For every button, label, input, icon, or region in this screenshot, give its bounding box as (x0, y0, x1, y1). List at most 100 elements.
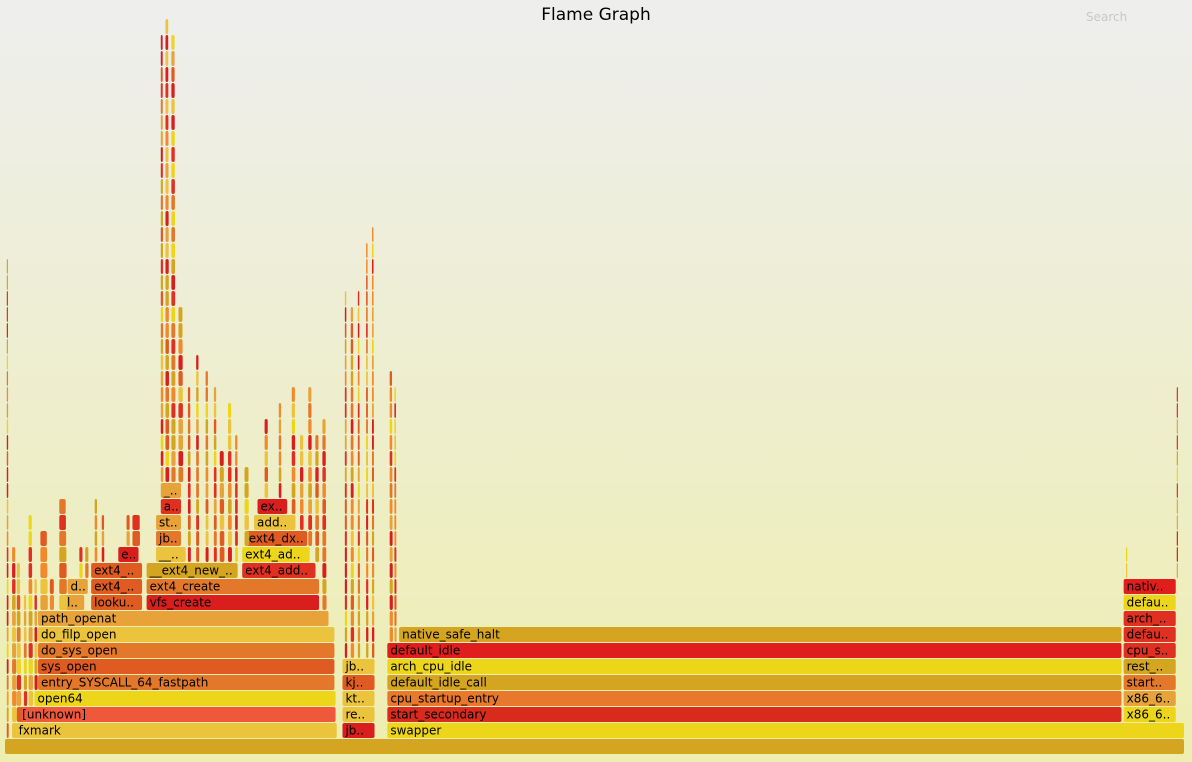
flame-frame-unlabeled[interactable] (160, 355, 164, 370)
flame-frame-unlabeled[interactable] (371, 483, 374, 498)
flame-frame-unlabeled[interactable] (160, 275, 164, 290)
flame-frame-unlabeled[interactable] (291, 403, 295, 418)
flame-frame-unlabeled[interactable] (1176, 563, 1178, 578)
flame-frame-unlabeled[interactable] (6, 403, 9, 418)
flame-frame-unlabeled[interactable] (264, 419, 268, 434)
flame-frame-unlabeled[interactable] (366, 307, 368, 322)
flame-frame-unlabeled[interactable] (28, 643, 33, 658)
flame-frame-unlabeled[interactable] (171, 243, 176, 258)
flame-frame-unlabeled[interactable] (278, 451, 282, 466)
flame-frame-unlabeled[interactable] (350, 435, 354, 450)
flame-frame-unlabeled[interactable] (28, 563, 33, 578)
flame-frame[interactable]: add.. (253, 515, 296, 530)
flame-frame-unlabeled[interactable] (315, 547, 320, 562)
flame-frame-rect[interactable] (146, 563, 238, 578)
flame-frame-unlabeled[interactable] (371, 435, 374, 450)
flame-frame-unlabeled[interactable] (12, 659, 17, 674)
flame-frame-unlabeled[interactable] (171, 147, 175, 162)
flame-frame-unlabeled[interactable] (165, 355, 169, 370)
flame-frame-unlabeled[interactable] (79, 547, 83, 562)
flame-frame-unlabeled[interactable] (171, 211, 175, 226)
flame-frame-unlabeled[interactable] (1126, 563, 1128, 578)
flame-frame-unlabeled[interactable] (371, 563, 375, 578)
flame-frame-unlabeled[interactable] (6, 643, 9, 658)
flame-frame-unlabeled[interactable] (366, 467, 369, 482)
flame-frame-unlabeled[interactable] (6, 291, 8, 306)
flame-frame-unlabeled[interactable] (28, 531, 32, 546)
flame-frame-unlabeled[interactable] (196, 547, 200, 562)
flame-frame-unlabeled[interactable] (160, 323, 164, 338)
flame-frame-unlabeled[interactable] (79, 563, 83, 578)
flame-frame-unlabeled[interactable] (165, 275, 169, 290)
flame-frame-rect[interactable] (257, 499, 288, 514)
flame-frame-unlabeled[interactable] (160, 51, 163, 66)
flame-frame-unlabeled[interactable] (291, 435, 296, 450)
flame-frame-unlabeled[interactable] (389, 419, 393, 434)
flame-frame-unlabeled[interactable] (344, 483, 347, 498)
flame-frame-rect[interactable] (1123, 579, 1176, 594)
flame-frame-unlabeled[interactable] (350, 611, 355, 626)
flame-frame[interactable]: defau.. (1123, 595, 1176, 610)
flame-frame-rect[interactable] (1123, 707, 1176, 722)
flame-frame-unlabeled[interactable] (350, 595, 354, 610)
flame-frame[interactable]: a.. (160, 499, 181, 514)
flame-frame-unlabeled[interactable] (394, 467, 397, 482)
flame-frame-unlabeled[interactable] (350, 499, 354, 514)
flame-frame-unlabeled[interactable] (235, 451, 238, 466)
flame-frame-unlabeled[interactable] (187, 467, 191, 482)
flame-frame-unlabeled[interactable] (178, 307, 183, 322)
flame-frame-unlabeled[interactable] (308, 483, 312, 498)
flame-frame-unlabeled[interactable] (160, 307, 164, 322)
flame-frame-unlabeled[interactable] (6, 355, 9, 370)
flame-frame-rect[interactable] (1123, 595, 1176, 610)
flame-frame-unlabeled[interactable] (228, 531, 232, 546)
flame-frame-rect[interactable] (242, 563, 316, 578)
flame-frame-unlabeled[interactable] (322, 547, 327, 562)
flame-frame-unlabeled[interactable] (366, 275, 368, 290)
flame-frame-unlabeled[interactable] (6, 531, 9, 546)
flame-frame-unlabeled[interactable] (12, 723, 17, 738)
flame-frame-unlabeled[interactable] (187, 499, 191, 514)
flame-frame-unlabeled[interactable] (315, 451, 319, 466)
flame-frame-unlabeled[interactable] (357, 435, 360, 450)
flame-frame-unlabeled[interactable] (350, 563, 354, 578)
flame-frame-unlabeled[interactable] (344, 531, 347, 546)
flame-frame-unlabeled[interactable] (40, 579, 48, 594)
flame-frame-unlabeled[interactable] (6, 563, 9, 578)
flame-frame-unlabeled[interactable] (371, 499, 375, 514)
flame-frame-unlabeled[interactable] (23, 691, 28, 706)
flame-frame-unlabeled[interactable] (213, 451, 217, 466)
flame-frame-unlabeled[interactable] (187, 515, 191, 530)
flame-frame-unlabeled[interactable] (322, 419, 326, 434)
flame-frame-unlabeled[interactable] (394, 499, 397, 514)
flame-frame-unlabeled[interactable] (244, 467, 249, 482)
flame-frame[interactable]: jb.. (342, 659, 375, 674)
flame-frame-unlabeled[interactable] (171, 83, 175, 98)
flame-frame-unlabeled[interactable] (165, 339, 169, 354)
flame-frame-rect[interactable] (91, 563, 143, 578)
flame-frame-rect[interactable] (342, 707, 375, 722)
flame-frame-unlabeled[interactable] (187, 387, 191, 402)
flame-frame-unlabeled[interactable] (160, 163, 163, 178)
flame-frame-rect[interactable] (387, 643, 1122, 658)
flame-frame-unlabeled[interactable] (366, 243, 368, 258)
flame-frame-unlabeled[interactable] (160, 259, 164, 274)
flame-frame-unlabeled[interactable] (160, 195, 163, 210)
flame-frame-rect[interactable] (253, 515, 296, 530)
flame-frame-unlabeled[interactable] (366, 611, 369, 626)
flame-frame-unlabeled[interactable] (244, 515, 249, 530)
flame-frame-unlabeled[interactable] (219, 547, 225, 562)
flame-frame-rect[interactable] (1123, 611, 1176, 626)
flame-frame-unlabeled[interactable] (165, 19, 169, 34)
flame-frame-unlabeled[interactable] (187, 451, 191, 466)
flame-frame-unlabeled[interactable] (235, 499, 238, 514)
flame-frame-unlabeled[interactable] (187, 531, 191, 546)
flame-frame-unlabeled[interactable] (366, 483, 369, 498)
flame-frame-unlabeled[interactable] (165, 243, 169, 258)
flame-frame-unlabeled[interactable] (196, 531, 200, 546)
flame-frame-rect[interactable] (1123, 627, 1176, 642)
flame-frame-unlabeled[interactable] (322, 531, 327, 546)
flame-frame[interactable]: kj.. (342, 675, 375, 690)
flame-frame[interactable]: ext4_ad.. (242, 547, 310, 562)
flame-frame-unlabeled[interactable] (196, 371, 199, 386)
